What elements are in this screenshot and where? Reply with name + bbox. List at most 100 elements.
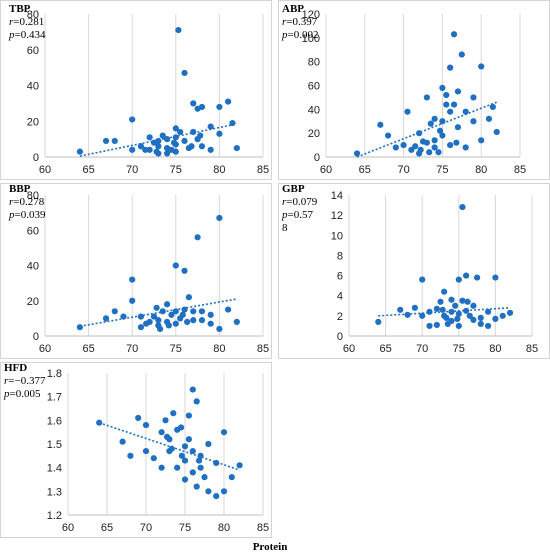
panel-frame	[0, 0, 272, 180]
panel-title: TBP	[9, 3, 31, 15]
x-tick-label: 80	[213, 343, 225, 355]
data-point	[439, 84, 446, 91]
data-point	[492, 274, 499, 281]
data-point	[453, 139, 460, 146]
data-point	[220, 488, 228, 495]
data-point	[439, 118, 446, 125]
data-point	[168, 445, 175, 452]
x-tick-label: 80	[213, 164, 225, 176]
y-tick-label: 80	[27, 190, 39, 202]
p-value: p=0.57	[281, 209, 313, 221]
data-point	[153, 304, 160, 311]
y-tick-label: 100	[302, 33, 320, 45]
data-point	[177, 128, 184, 136]
data-point	[455, 322, 462, 330]
data-point	[137, 324, 145, 331]
data-point	[423, 139, 430, 146]
data-point	[190, 128, 197, 136]
data-point	[492, 315, 499, 322]
data-point	[198, 317, 206, 324]
data-point	[181, 443, 189, 450]
x-tick-label: 75	[170, 343, 182, 355]
data-point	[189, 386, 196, 393]
data-point	[181, 267, 188, 274]
x-tick-label: 85	[257, 522, 269, 534]
y-tick-label: 120	[302, 9, 320, 21]
trendline	[79, 298, 237, 328]
data-point	[163, 150, 171, 157]
data-point	[207, 320, 214, 327]
data-point	[416, 130, 423, 137]
data-point	[454, 315, 461, 322]
data-point	[190, 317, 197, 324]
data-point	[184, 318, 191, 325]
data-point	[463, 307, 470, 314]
x-tick-label: 70	[397, 164, 409, 176]
x-tick-label: 85	[526, 343, 538, 355]
data-point	[189, 469, 196, 476]
data-point	[447, 108, 454, 115]
correlation-r: r=0.397	[282, 16, 318, 28]
data-point	[213, 459, 220, 467]
data-point	[194, 234, 201, 241]
data-point	[426, 149, 433, 156]
data-point	[437, 298, 444, 305]
data-point	[484, 308, 492, 315]
data-point	[142, 448, 150, 455]
p-value: p=0.434	[8, 29, 46, 41]
y-tick-label: 20	[27, 116, 39, 128]
data-point	[433, 321, 440, 329]
correlation-r: r=0.281	[9, 16, 44, 28]
data-point	[129, 146, 136, 153]
data-point	[185, 294, 192, 301]
data-point	[450, 31, 458, 38]
data-point	[506, 309, 514, 316]
panel-title: GBP	[282, 183, 305, 195]
data-point	[400, 141, 407, 149]
data-point	[168, 311, 175, 318]
data-point	[162, 417, 169, 424]
data-point	[493, 128, 500, 136]
data-point	[158, 464, 165, 471]
data-point	[155, 137, 162, 145]
data-point	[146, 134, 153, 141]
data-point	[462, 144, 469, 151]
data-point	[458, 51, 465, 58]
data-point	[417, 146, 424, 153]
data-point	[207, 146, 214, 153]
data-point	[174, 464, 181, 471]
data-point	[426, 322, 433, 330]
data-point	[158, 429, 165, 436]
data-point	[470, 118, 477, 125]
y-tick-label: 1.7	[47, 392, 62, 404]
data-point	[198, 103, 206, 111]
data-point	[426, 308, 433, 315]
data-point	[454, 88, 462, 95]
y-tick-label: 60	[27, 225, 39, 237]
panel-title: ABP	[282, 3, 304, 15]
data-point	[129, 116, 136, 123]
data-point	[466, 312, 473, 319]
x-tick-label: 75	[170, 164, 182, 176]
data-point	[404, 311, 411, 318]
data-point	[233, 318, 240, 325]
y-tick-label: 4	[337, 291, 343, 303]
y-tick-label: 1.3	[47, 486, 62, 498]
data-point	[448, 296, 455, 303]
data-point	[474, 274, 481, 281]
data-point	[102, 137, 110, 145]
data-point	[102, 315, 110, 322]
data-point	[155, 143, 162, 150]
y-tick-label: 40	[308, 104, 320, 116]
trendline	[356, 101, 498, 158]
y-tick-label: 80	[27, 9, 39, 21]
data-point	[193, 398, 200, 405]
data-point	[181, 137, 188, 145]
data-point	[228, 474, 235, 481]
data-point	[142, 146, 149, 153]
data-point	[220, 429, 228, 436]
data-point	[195, 457, 203, 464]
data-point	[172, 134, 179, 141]
data-point	[412, 143, 419, 150]
data-point	[477, 320, 484, 328]
